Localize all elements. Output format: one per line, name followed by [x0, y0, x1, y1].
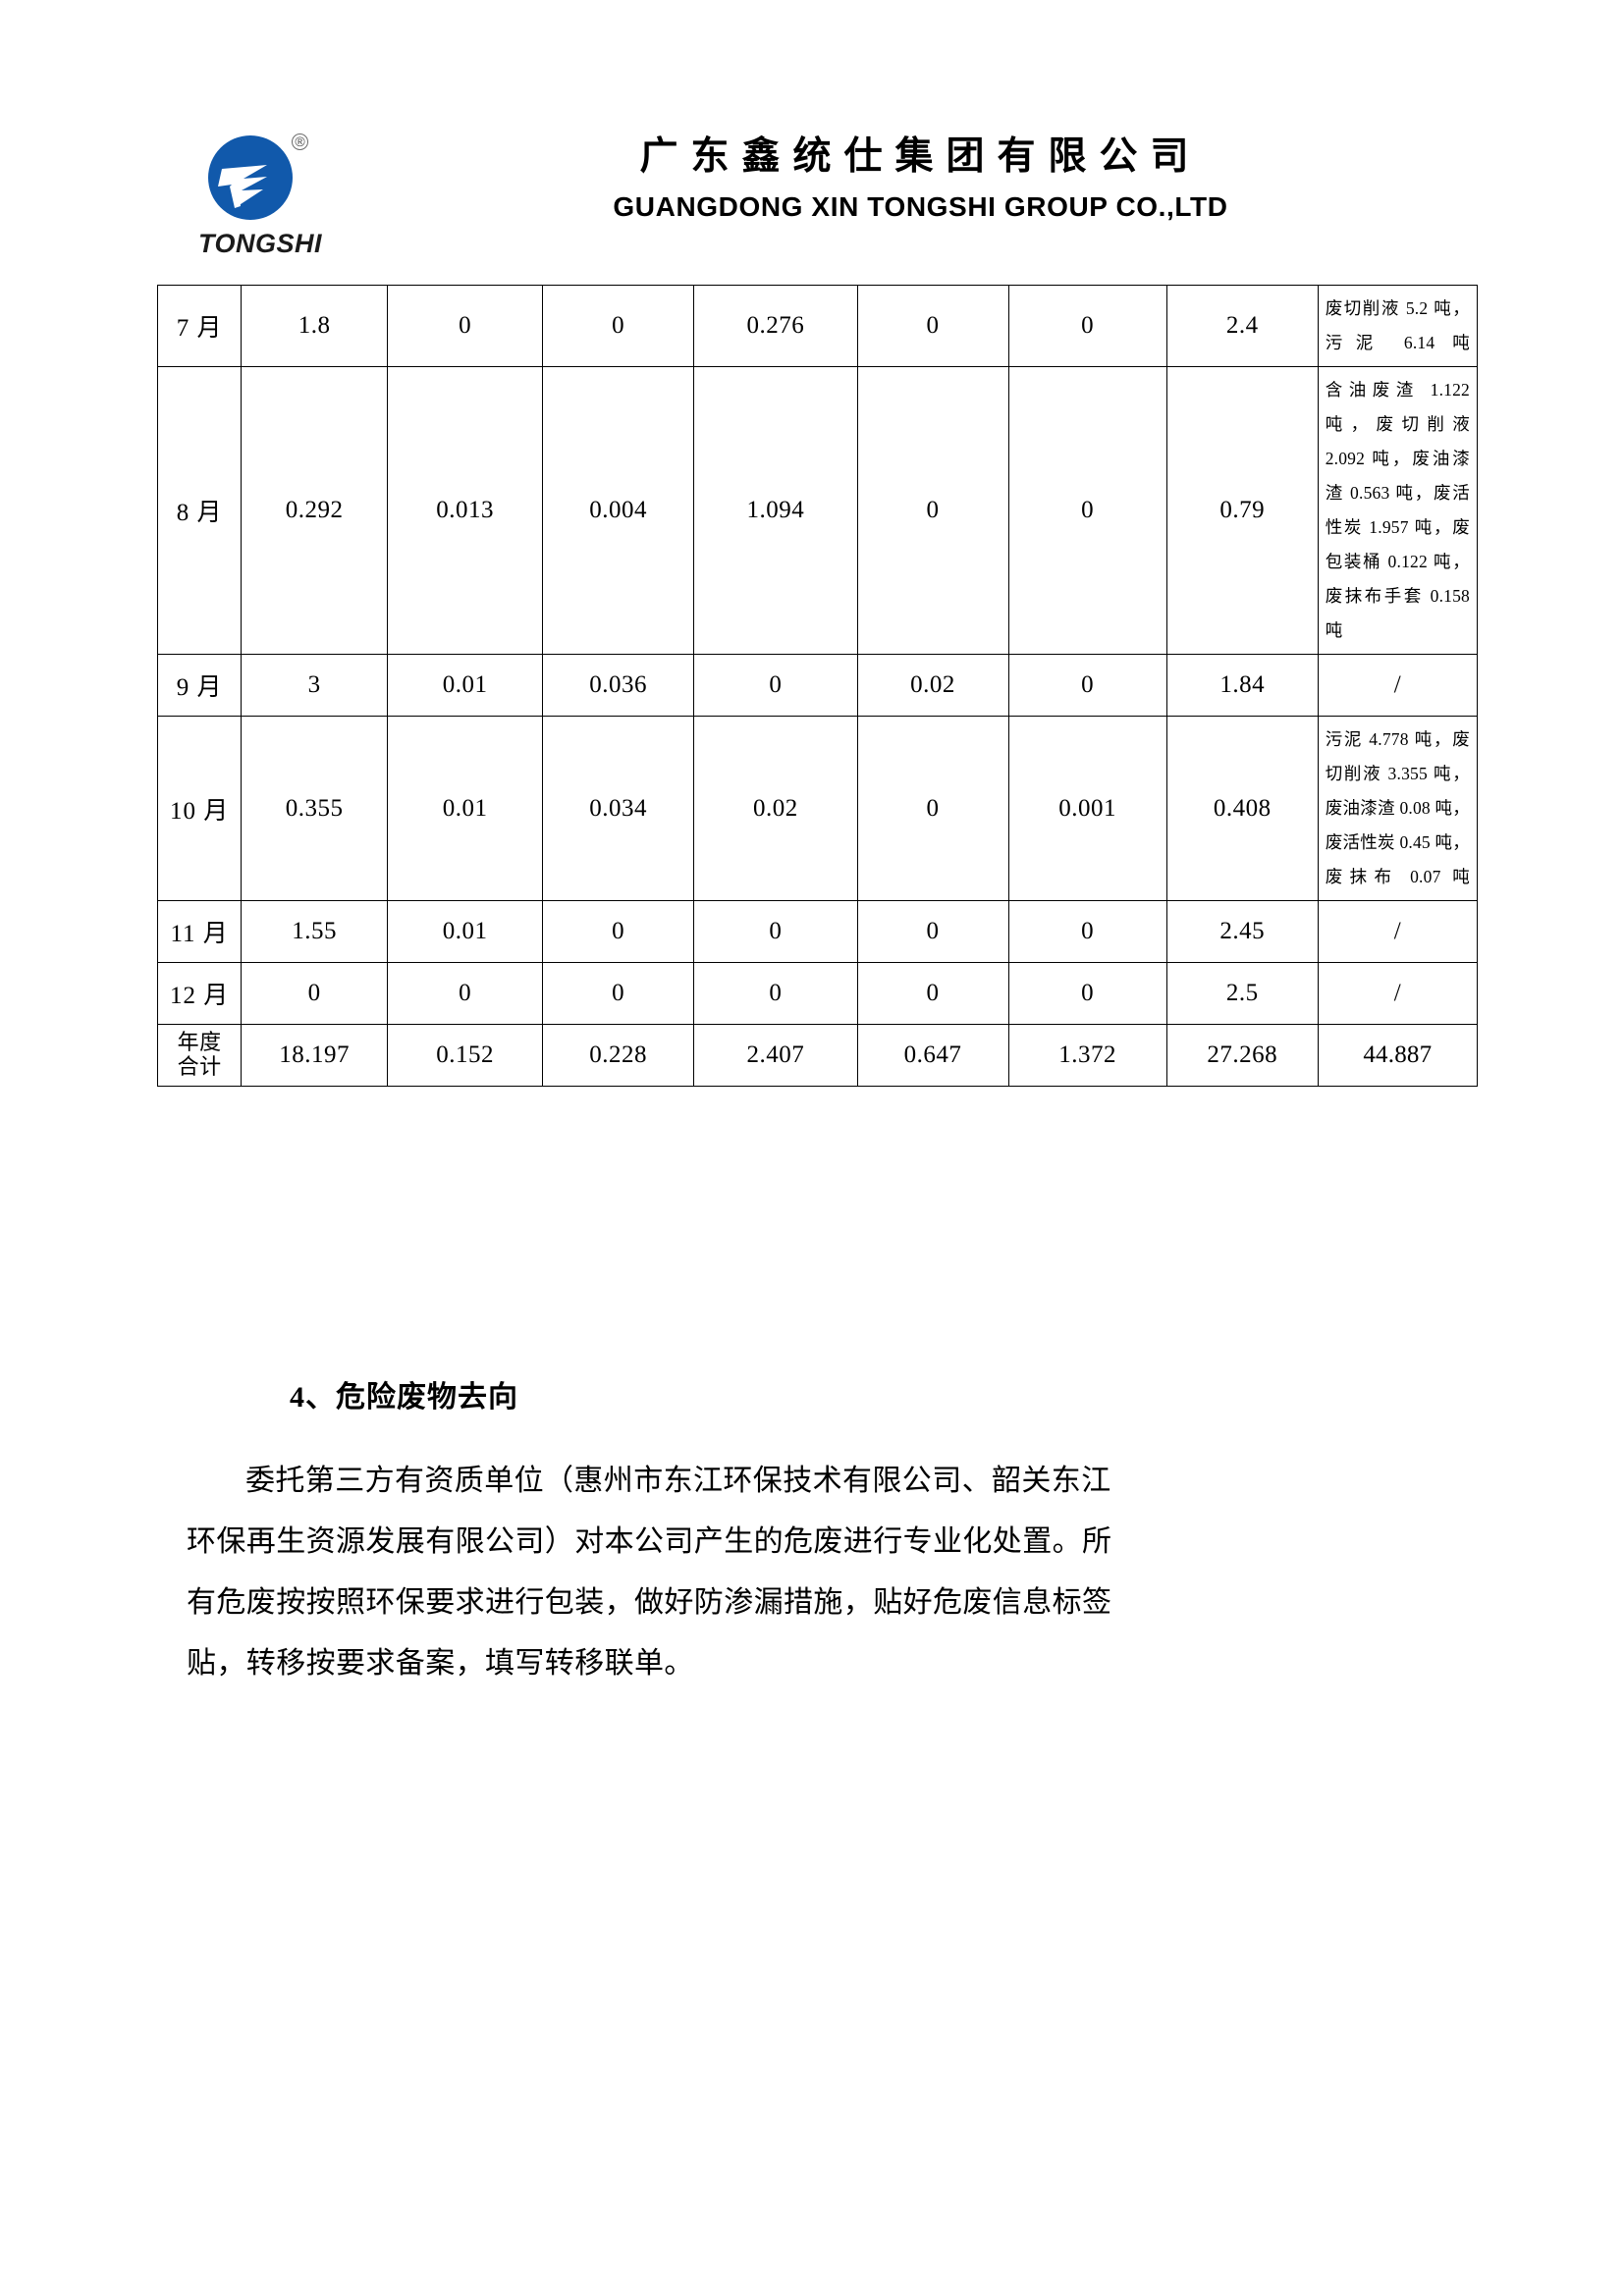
table-cell-value: 0.79 — [1165, 366, 1319, 655]
row-month-label: 9 月 — [156, 654, 243, 717]
table-cell-value: 0 — [693, 654, 858, 717]
table-cell-value: 0.01 — [387, 716, 544, 901]
table-cell-value: 0 — [693, 900, 858, 963]
table-cell-value: 0 — [241, 962, 389, 1025]
table-row: 年度 合计 18.197 0.152 0.228 2.407 0.647 1.372 27.26… — [156, 1024, 1479, 1087]
table-cell-value: 0 — [542, 962, 695, 1025]
table-cell-value: 0.408 — [1165, 716, 1319, 901]
table-cell-value: 1.84 — [1165, 654, 1319, 717]
table-row: 11 月 1.55 0.01 0 0 0 0 2.45/ — [156, 900, 1479, 963]
table-row: 9 月 3 0.01 0.036 0 0.02 0 1.84/ — [156, 654, 1479, 717]
company-name-en: GUANGDONG XIN TONGSHI GROUP CO.,LTD — [613, 190, 1228, 222]
table-cell-value: 0 — [856, 366, 1009, 655]
row-month-label: 12 月 — [156, 962, 243, 1025]
logo-wordmark: TONGSHI — [197, 229, 322, 258]
table-cell-note: / — [1317, 962, 1479, 1025]
table-cell-value: 27.268 — [1165, 1024, 1319, 1087]
table-cell-value: 0 — [1007, 285, 1167, 367]
table-row: 8 月 0.292 0.013 0.004 1.094 0 0 0.79 含油废渣 1.122 … — [156, 366, 1479, 655]
paragraph-line: 委托第三方有资质单位（惠州市东江环保技术有限公司、韶关东江 — [245, 1465, 1111, 1497]
table-cell-note: 含油废渣 1.122 吨，废切削液 2.092 吨，废油漆渣 0.563 吨，废… — [1317, 366, 1479, 655]
table-cell-value: 0.034 — [542, 716, 695, 901]
table-row: 12 月 0 0 0 0 0 0 2.5/ — [156, 962, 1479, 1025]
table-cell-value: 0 — [1007, 654, 1167, 717]
table-cell-value: 3 — [241, 654, 389, 717]
paragraph-line: 贴，转移按要求备案，填写转移联单。 — [187, 1647, 694, 1680]
section-paragraph: 委托第三方有资质单位（惠州市东江环保技术有限公司、韶关东江环保再生资源发展有限公… — [187, 1451, 1438, 1694]
table-cell-value: 0.647 — [856, 1024, 1009, 1087]
paragraph-line: 环保再生资源发展有限公司）对本公司产生的危废进行专业化处置。所 — [187, 1525, 1112, 1558]
table-cell-value: 0 — [693, 962, 858, 1025]
table-cell-value: 0 — [1007, 962, 1167, 1025]
table-cell-value: 2.45 — [1165, 900, 1319, 963]
letterhead-titles: 广东鑫统仕集团有限公司 GUANGDONG XIN TONGSHI GROUP … — [363, 116, 1478, 223]
table-cell-value: 1.8 — [241, 285, 389, 367]
section-heading: 4、危险废物去向 — [290, 1381, 518, 1414]
table-cell-value: 0.036 — [542, 654, 695, 717]
logo-arrow-glyph — [218, 165, 267, 208]
row-month-label: 8 月 — [156, 366, 243, 655]
table-cell-value: 0.02 — [856, 654, 1009, 717]
table-cell-value: 18.197 — [241, 1024, 389, 1087]
table-cell-value: 0.01 — [387, 654, 544, 717]
table-cell-note: / — [1317, 900, 1479, 963]
table-cell-value: 2.5 — [1165, 962, 1319, 1025]
tongshi-emblem-icon: ® — [202, 130, 318, 228]
table-row: 7 月 1.8 0 0 0.276 0 0 2.4 废切削液 5.2 吨，污泥 6.14 吨 — [156, 285, 1479, 367]
table-cell-value: 0 — [856, 962, 1009, 1025]
row-month-label: 7 月 — [156, 285, 243, 367]
table-cell-value: 0 — [387, 962, 544, 1025]
table-cell-note: 44.887 — [1317, 1024, 1479, 1087]
table-cell-value: 1.372 — [1007, 1024, 1167, 1087]
table-cell-value: 1.55 — [241, 900, 389, 963]
table-cell-value: 2.407 — [693, 1024, 858, 1087]
paragraph-line: 有危废按按照环保要求进行包装，做好防渗漏措施，贴好危废信息标签 — [187, 1586, 1112, 1619]
table-cell-value: 0.004 — [542, 366, 695, 655]
table-cell-value: 0.01 — [387, 900, 544, 963]
table-cell-value: 0 — [387, 285, 544, 367]
table-cell-value: 0.013 — [387, 366, 544, 655]
table-cell-value: 2.4 — [1165, 285, 1319, 367]
row-month-label: 年度 合计 — [156, 1024, 243, 1087]
table-cell-value: 0.001 — [1007, 716, 1167, 901]
table-cell-value: 0 — [856, 285, 1009, 367]
table-cell-value: 0.02 — [693, 716, 858, 901]
company-name-cn: 广东鑫统仕集团有限公司 — [639, 135, 1202, 178]
table-cell-value: 0.292 — [241, 366, 389, 655]
table-row: 10 月 0.355 0.01 0.034 0.02 0 0.001 0.408 污泥 4.77… — [156, 716, 1479, 901]
table-cell-note: / — [1317, 654, 1479, 717]
table-cell-value: 0.355 — [241, 716, 389, 901]
table-cell-value: 0 — [1007, 900, 1167, 963]
table-cell-value: 0 — [856, 900, 1009, 963]
table-cell-value: 0 — [542, 900, 695, 963]
table-cell-value: 0 — [1007, 366, 1167, 655]
table-cell-value: 0.276 — [693, 285, 858, 367]
table-cell-value: 0.152 — [387, 1024, 544, 1087]
table-cell-value: 0.228 — [542, 1024, 695, 1087]
table-cell-note: 废切削液 5.2 吨，污泥 6.14 吨 — [1317, 285, 1479, 367]
row-month-label: 11 月 — [156, 900, 243, 963]
table-cell-note: 污泥 4.778 吨，废切削液 3.355 吨，废油漆渣 0.08 吨，废活性炭… — [1317, 716, 1479, 901]
table-cell-value: 0 — [856, 716, 1009, 901]
company-logo: ® TONGSHI — [157, 116, 363, 259]
registered-trademark-icon: ® — [292, 133, 308, 150]
letterhead: ® TONGSHI 广东鑫统仕集团有限公司 GUANGDONG XIN TONG… — [157, 116, 1478, 263]
row-month-label: 10 月 — [156, 716, 243, 901]
table-cell-value: 0 — [542, 285, 695, 367]
table-cell-value: 1.094 — [693, 366, 858, 655]
